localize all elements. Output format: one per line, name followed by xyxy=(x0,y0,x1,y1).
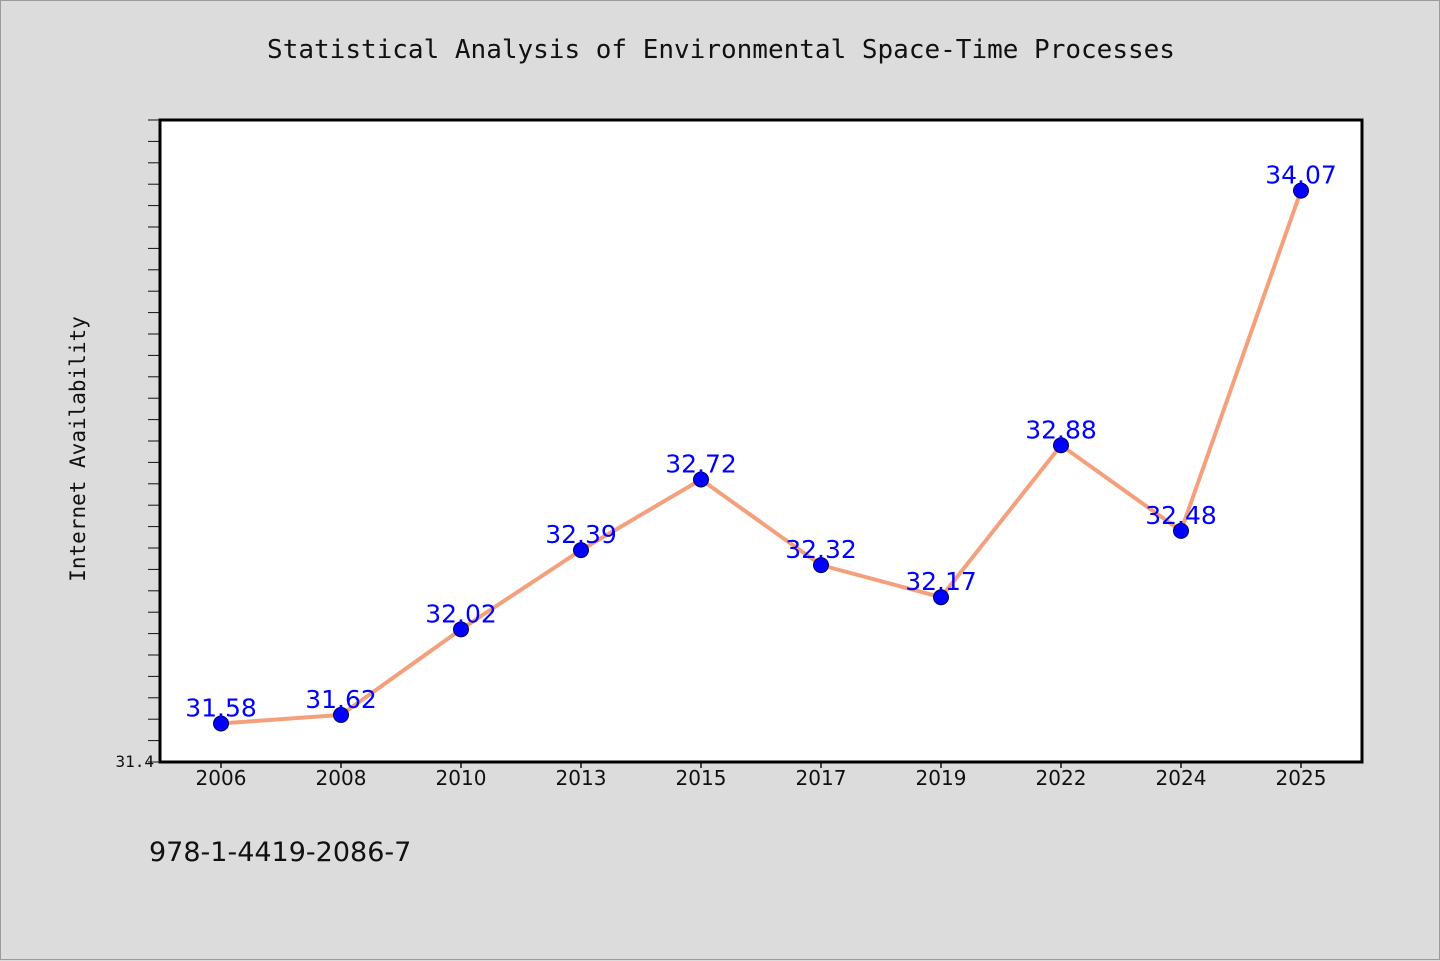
chart-title: Statistical Analysis of Environmental Sp… xyxy=(267,35,1175,65)
data-label: 34.07 xyxy=(1265,161,1337,190)
x-tick-label: 2024 xyxy=(1156,766,1207,790)
data-point xyxy=(933,589,949,606)
data-point xyxy=(1053,437,1069,454)
data-point xyxy=(1293,182,1309,199)
x-tick-label: 2025 xyxy=(1276,766,1327,790)
x-tick-label: 2006 xyxy=(196,766,247,790)
data-point xyxy=(213,715,229,732)
plot-frame xyxy=(158,118,1364,764)
data-label: 32.39 xyxy=(545,520,617,549)
x-tick-label: 2019 xyxy=(916,766,967,790)
data-label: 31.58 xyxy=(185,693,257,722)
data-point xyxy=(693,471,709,488)
data-label: 32.48 xyxy=(1145,501,1217,530)
data-label: 32.17 xyxy=(905,567,977,596)
data-point xyxy=(453,621,469,638)
series-line xyxy=(219,188,1303,726)
x-tick-label: 2008 xyxy=(316,766,367,790)
data-point xyxy=(1173,522,1189,539)
x-tick-label: 2017 xyxy=(796,766,847,790)
data-label: 32.88 xyxy=(1025,415,1097,444)
y-tick-label: 31.4 xyxy=(115,752,154,771)
x-tick-label: 2013 xyxy=(556,766,607,790)
data-label: 31.62 xyxy=(305,685,377,714)
data-label: 32.02 xyxy=(425,599,497,628)
isbn-text: 978-1-4419-2086-7 xyxy=(149,837,412,868)
data-label: 32.32 xyxy=(785,535,857,564)
x-tick-label: 2022 xyxy=(1036,766,1087,790)
data-point xyxy=(813,557,829,574)
x-tick-label: 2015 xyxy=(676,766,727,790)
plot-area xyxy=(160,120,1362,762)
data-label: 32.72 xyxy=(665,450,737,479)
x-tick-label: 2010 xyxy=(436,766,487,790)
data-point xyxy=(333,706,349,723)
data-point xyxy=(573,542,589,559)
